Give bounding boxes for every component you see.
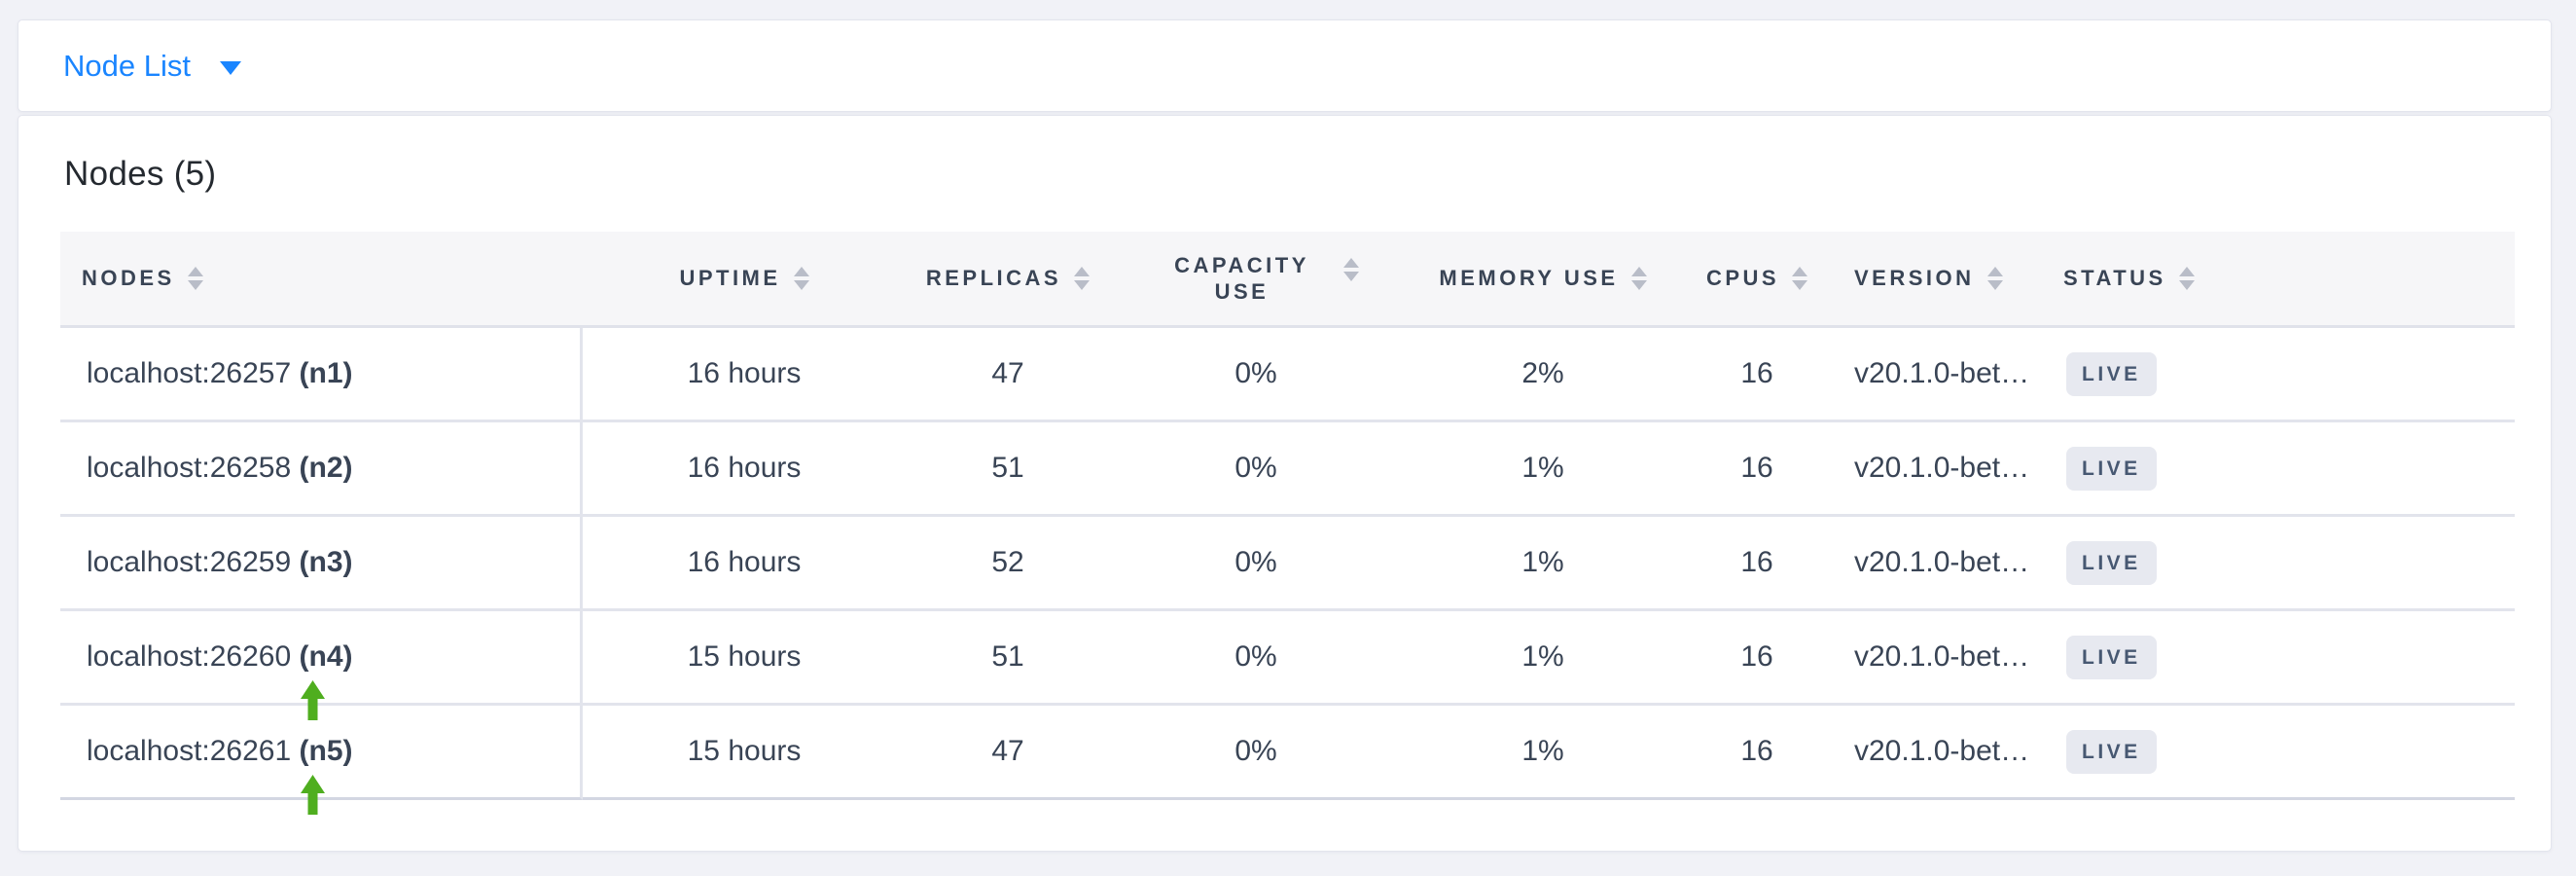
cell-memory-use: 1% xyxy=(1402,611,1684,706)
sort-icon[interactable] xyxy=(1342,258,1359,281)
cell-capacity-use: 0% xyxy=(1110,611,1402,706)
sort-icon[interactable] xyxy=(1986,267,2003,290)
cell-replicas: 52 xyxy=(906,517,1110,611)
table-row: localhost:26261 (n5) 15 hours 47 0% 1% 1… xyxy=(60,706,2515,815)
page-title: Nodes (5) xyxy=(64,155,217,193)
node-host: localhost:26261 xyxy=(87,735,292,767)
column-header-capacity-use[interactable]: CAPACITY USE xyxy=(1110,232,1402,328)
cell-memory-use: 1% xyxy=(1402,422,1684,517)
cell-capacity-use: 0% xyxy=(1110,706,1402,800)
cell-node-address: localhost:26259 (n3) xyxy=(60,517,583,611)
cell-status: LIVE xyxy=(2054,328,2515,422)
nodes-card: Nodes (5) NODES UPTIME xyxy=(18,115,2552,852)
cell-cpus: 16 xyxy=(1684,328,1830,422)
cell-replicas: 47 xyxy=(906,328,1110,422)
cell-memory-use: 1% xyxy=(1402,517,1684,611)
table-row: localhost:26259 (n3) 16 hours 52 0% 1% 1… xyxy=(60,517,2515,611)
cell-node-address: localhost:26258 (n2) xyxy=(60,422,583,517)
annotation-arrow-up-icon xyxy=(301,680,325,720)
column-header-uptime[interactable]: UPTIME xyxy=(583,232,906,328)
caret-down-icon xyxy=(219,61,241,75)
cell-version: v20.1.0-bet… xyxy=(1830,328,2054,422)
cell-capacity-use: 0% xyxy=(1110,328,1402,422)
cell-memory-use: 1% xyxy=(1402,706,1684,800)
cell-version: v20.1.0-bet… xyxy=(1830,517,2054,611)
sort-icon[interactable] xyxy=(2178,267,2195,290)
status-badge: LIVE xyxy=(2066,351,2157,396)
cell-status: LIVE xyxy=(2054,422,2515,517)
view-selector-label: Node List xyxy=(63,48,191,83)
cell-cpus: 16 xyxy=(1684,706,1830,800)
cell-capacity-use: 0% xyxy=(1110,517,1402,611)
cell-uptime: 16 hours xyxy=(583,328,906,422)
column-header-nodes[interactable]: NODES xyxy=(60,232,583,328)
cell-cpus: 16 xyxy=(1684,422,1830,517)
node-host: localhost:26257 xyxy=(87,357,292,389)
cell-version: v20.1.0-bet… xyxy=(1830,706,2054,800)
cell-replicas: 51 xyxy=(906,611,1110,706)
sort-icon[interactable] xyxy=(1792,267,1808,290)
status-badge: LIVE xyxy=(2066,540,2157,585)
cell-cpus: 16 xyxy=(1684,611,1830,706)
cell-node-address: localhost:26261 (n5) xyxy=(60,706,583,815)
node-id: (n4) xyxy=(299,640,353,673)
cell-node-address: localhost:26260 (n4) xyxy=(60,611,583,720)
sort-icon[interactable] xyxy=(1074,267,1091,290)
cell-memory-use: 2% xyxy=(1402,328,1684,422)
nodes-table: NODES UPTIME REPLICAS xyxy=(60,232,2515,815)
cell-node-address: localhost:26257 (n1) xyxy=(60,328,583,422)
cell-uptime: 15 hours xyxy=(583,611,906,706)
column-header-cpus[interactable]: CPUS xyxy=(1684,232,1830,328)
status-badge: LIVE xyxy=(2066,729,2157,774)
node-id: (n5) xyxy=(299,735,353,767)
node-host: localhost:26259 xyxy=(87,546,292,578)
cell-version: v20.1.0-bet… xyxy=(1830,611,2054,706)
node-id: (n3) xyxy=(299,546,353,578)
node-host: localhost:26258 xyxy=(87,452,292,484)
cell-replicas: 47 xyxy=(906,706,1110,800)
column-header-version[interactable]: VERSION xyxy=(1830,232,2054,328)
cell-replicas: 51 xyxy=(906,422,1110,517)
node-id: (n1) xyxy=(299,357,353,389)
cell-status: LIVE xyxy=(2054,706,2515,800)
table-row: localhost:26257 (n1) 16 hours 47 0% 2% 1… xyxy=(60,328,2515,422)
table-row: localhost:26260 (n4) 15 hours 51 0% 1% 1… xyxy=(60,611,2515,720)
cell-status: LIVE xyxy=(2054,611,2515,706)
view-selector-bar: Node List xyxy=(18,19,2552,112)
status-badge: LIVE xyxy=(2066,635,2157,679)
cell-status: LIVE xyxy=(2054,517,2515,611)
node-host: localhost:26260 xyxy=(87,640,292,673)
sort-icon[interactable] xyxy=(793,267,809,290)
node-id: (n2) xyxy=(299,452,353,484)
column-header-status[interactable]: STATUS xyxy=(2054,232,2515,328)
cell-uptime: 16 hours xyxy=(583,517,906,611)
sort-icon[interactable] xyxy=(1630,267,1647,290)
table-header: NODES UPTIME REPLICAS xyxy=(60,232,2515,328)
cell-capacity-use: 0% xyxy=(1110,422,1402,517)
cell-version: v20.1.0-bet… xyxy=(1830,422,2054,517)
sort-icon[interactable] xyxy=(187,267,203,290)
table-row: localhost:26258 (n2) 16 hours 51 0% 1% 1… xyxy=(60,422,2515,517)
cell-uptime: 16 hours xyxy=(583,422,906,517)
status-badge: LIVE xyxy=(2066,446,2157,491)
column-header-replicas[interactable]: REPLICAS xyxy=(906,232,1110,328)
cell-cpus: 16 xyxy=(1684,517,1830,611)
column-header-memory-use[interactable]: MEMORY USE xyxy=(1402,232,1684,328)
cell-uptime: 15 hours xyxy=(583,706,906,800)
node-list-view-selector[interactable]: Node List xyxy=(63,49,241,84)
annotation-arrow-up-icon xyxy=(301,775,325,815)
